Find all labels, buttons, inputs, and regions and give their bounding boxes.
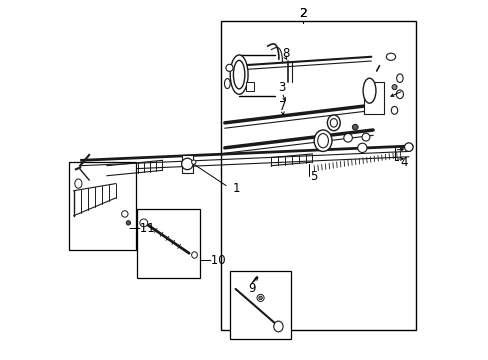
- Ellipse shape: [391, 85, 396, 90]
- Text: 1: 1: [232, 183, 240, 195]
- Ellipse shape: [313, 130, 331, 152]
- Ellipse shape: [273, 321, 283, 332]
- Ellipse shape: [258, 296, 262, 300]
- Text: 2: 2: [299, 8, 307, 21]
- Ellipse shape: [343, 134, 352, 142]
- Ellipse shape: [317, 134, 328, 148]
- Ellipse shape: [390, 107, 397, 114]
- Ellipse shape: [122, 211, 128, 217]
- Text: 4: 4: [399, 156, 407, 168]
- Ellipse shape: [352, 124, 357, 130]
- Bar: [246, 82, 254, 91]
- Ellipse shape: [230, 55, 247, 94]
- Text: 9: 9: [247, 283, 255, 296]
- Ellipse shape: [191, 160, 196, 164]
- Bar: [182, 155, 192, 173]
- Ellipse shape: [224, 78, 230, 89]
- Text: 5: 5: [310, 170, 317, 183]
- Ellipse shape: [357, 143, 366, 153]
- Ellipse shape: [126, 221, 130, 225]
- Ellipse shape: [225, 64, 233, 71]
- Ellipse shape: [395, 90, 403, 99]
- Ellipse shape: [181, 158, 193, 170]
- Ellipse shape: [233, 60, 244, 89]
- Ellipse shape: [363, 78, 375, 103]
- Ellipse shape: [396, 74, 402, 82]
- Bar: [137, 208, 200, 278]
- Bar: [69, 162, 135, 249]
- Text: —11: —11: [128, 222, 155, 235]
- Ellipse shape: [386, 53, 395, 60]
- Ellipse shape: [329, 118, 337, 127]
- Ellipse shape: [75, 179, 82, 188]
- Ellipse shape: [257, 294, 264, 301]
- Ellipse shape: [191, 252, 197, 258]
- Bar: [230, 271, 290, 339]
- Text: 8: 8: [282, 47, 289, 60]
- Ellipse shape: [326, 115, 340, 131]
- Bar: [364, 82, 383, 114]
- Text: 7: 7: [278, 100, 286, 113]
- Ellipse shape: [361, 133, 369, 141]
- Text: 3: 3: [278, 81, 285, 94]
- Text: —10: —10: [200, 254, 226, 267]
- Text: 2: 2: [299, 8, 307, 21]
- Bar: [221, 21, 415, 330]
- Ellipse shape: [404, 143, 412, 152]
- Ellipse shape: [140, 219, 147, 227]
